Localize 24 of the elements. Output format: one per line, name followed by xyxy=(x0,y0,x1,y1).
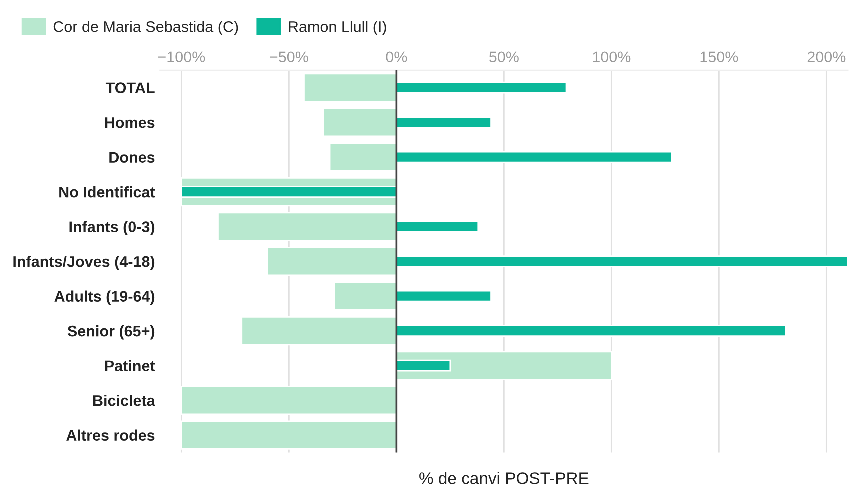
legend-label: Ramon Llull (I) xyxy=(289,21,386,36)
y-tick-label: Bicicleta xyxy=(94,395,156,406)
x-tick-label: 100% xyxy=(593,52,631,63)
y-tick-label: Senior (65+) xyxy=(68,326,155,340)
x-axis-title: % de canvi POST-PRE xyxy=(420,472,589,484)
x-tick-label: 150% xyxy=(700,52,738,63)
y-tick-label: Adults (19-64) xyxy=(54,290,155,306)
legend-label: Cor de Maria Sebastida (C) xyxy=(54,21,238,36)
bar xyxy=(396,351,612,380)
y-tick-label: Infants/Joves (4-18) xyxy=(14,256,155,270)
y-tick-label: TOTAL xyxy=(106,82,155,94)
y-tick-label: Infants (0-3) xyxy=(70,221,155,236)
y-tick-label: Dones xyxy=(110,152,155,163)
y-tick-label: Patinet xyxy=(105,360,156,372)
x-tick-label: 200% xyxy=(808,52,846,63)
bar xyxy=(180,420,398,450)
y-tick-label: Altres rodes xyxy=(66,430,155,442)
bar xyxy=(180,386,398,416)
x-tick-label: −100% xyxy=(158,52,206,63)
x-tick-label: 0% xyxy=(386,52,408,63)
x-tick-label: −50% xyxy=(270,52,308,63)
y-tick-label: No Identificat xyxy=(60,186,156,198)
y-tick-label: Homes xyxy=(105,118,155,128)
x-tick-label: 50% xyxy=(490,52,519,63)
